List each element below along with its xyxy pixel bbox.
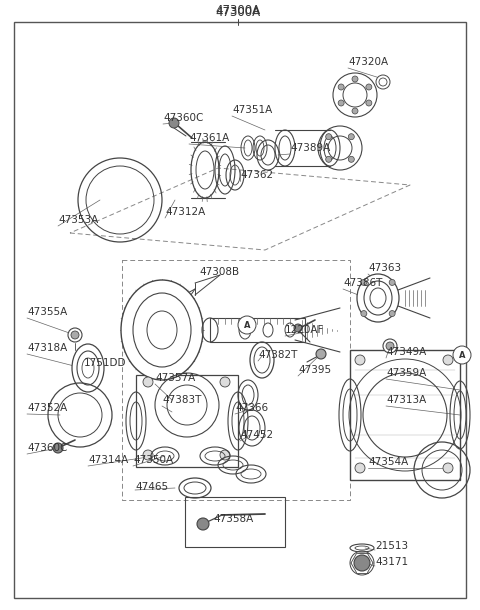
Text: 47300A: 47300A xyxy=(216,5,261,18)
Circle shape xyxy=(352,108,358,114)
Text: 47389A: 47389A xyxy=(290,143,330,153)
Circle shape xyxy=(316,349,326,359)
Bar xyxy=(350,350,460,480)
Text: 47351A: 47351A xyxy=(232,105,272,115)
Circle shape xyxy=(348,134,354,140)
Circle shape xyxy=(294,324,302,332)
Circle shape xyxy=(197,518,209,530)
Text: A: A xyxy=(244,320,250,329)
Circle shape xyxy=(220,450,230,460)
Bar xyxy=(136,375,238,467)
Circle shape xyxy=(348,156,354,162)
Circle shape xyxy=(366,84,372,90)
Text: 47386T: 47386T xyxy=(343,278,383,288)
Circle shape xyxy=(220,377,230,387)
Text: 47354A: 47354A xyxy=(368,457,408,467)
Text: 47320A: 47320A xyxy=(348,57,388,67)
Circle shape xyxy=(143,450,153,460)
Circle shape xyxy=(453,346,471,364)
Text: 47465: 47465 xyxy=(135,482,168,492)
Circle shape xyxy=(383,339,397,353)
Circle shape xyxy=(361,279,367,285)
Ellipse shape xyxy=(72,344,104,392)
Text: 47366: 47366 xyxy=(235,403,268,413)
Circle shape xyxy=(376,75,390,89)
Text: 47363: 47363 xyxy=(368,263,401,273)
Bar xyxy=(185,497,285,547)
Text: 47358A: 47358A xyxy=(214,514,254,524)
Text: 47313A: 47313A xyxy=(386,395,426,405)
Text: 21513: 21513 xyxy=(375,541,408,551)
Text: 47362: 47362 xyxy=(240,170,273,180)
Circle shape xyxy=(389,279,395,285)
Circle shape xyxy=(238,316,256,334)
Circle shape xyxy=(366,100,372,106)
Text: 47452: 47452 xyxy=(240,430,273,440)
Text: 47352A: 47352A xyxy=(27,403,67,413)
Circle shape xyxy=(443,355,453,365)
Text: A: A xyxy=(459,351,465,359)
Circle shape xyxy=(53,443,63,453)
Circle shape xyxy=(143,377,153,387)
Text: 47312A: 47312A xyxy=(165,207,205,217)
Text: 47349A: 47349A xyxy=(386,347,426,357)
Circle shape xyxy=(355,355,365,365)
Text: 47308B: 47308B xyxy=(200,267,240,277)
Text: 47350A: 47350A xyxy=(133,455,173,465)
Circle shape xyxy=(338,84,344,90)
Bar xyxy=(210,318,305,342)
Text: 47318A: 47318A xyxy=(27,343,67,353)
Circle shape xyxy=(352,76,358,82)
Text: 47355A: 47355A xyxy=(27,307,67,317)
Text: 47357A: 47357A xyxy=(155,373,195,383)
Text: 47395: 47395 xyxy=(298,365,331,375)
Circle shape xyxy=(361,310,367,317)
Text: 47361A: 47361A xyxy=(189,133,229,143)
Circle shape xyxy=(386,342,394,350)
Text: 47360C: 47360C xyxy=(163,113,204,123)
Text: 47382T: 47382T xyxy=(258,350,298,360)
Circle shape xyxy=(169,118,179,128)
Circle shape xyxy=(389,310,395,317)
Text: 47300A: 47300A xyxy=(216,4,261,18)
Ellipse shape xyxy=(357,274,399,322)
Text: 47383T: 47383T xyxy=(162,395,202,405)
Circle shape xyxy=(326,156,332,162)
Circle shape xyxy=(355,463,365,473)
Circle shape xyxy=(443,463,453,473)
Circle shape xyxy=(71,331,79,339)
Circle shape xyxy=(68,328,82,342)
Text: 43171: 43171 xyxy=(375,557,408,567)
Ellipse shape xyxy=(121,280,203,380)
Circle shape xyxy=(338,100,344,106)
Text: 47359A: 47359A xyxy=(386,368,426,378)
Text: 47314A: 47314A xyxy=(88,455,128,465)
Circle shape xyxy=(354,555,370,571)
Text: 47353A: 47353A xyxy=(58,215,98,225)
Text: 47360C: 47360C xyxy=(27,443,67,453)
Text: 1751DD: 1751DD xyxy=(84,358,127,368)
Circle shape xyxy=(326,134,332,140)
Text: 1220AF: 1220AF xyxy=(285,325,324,335)
